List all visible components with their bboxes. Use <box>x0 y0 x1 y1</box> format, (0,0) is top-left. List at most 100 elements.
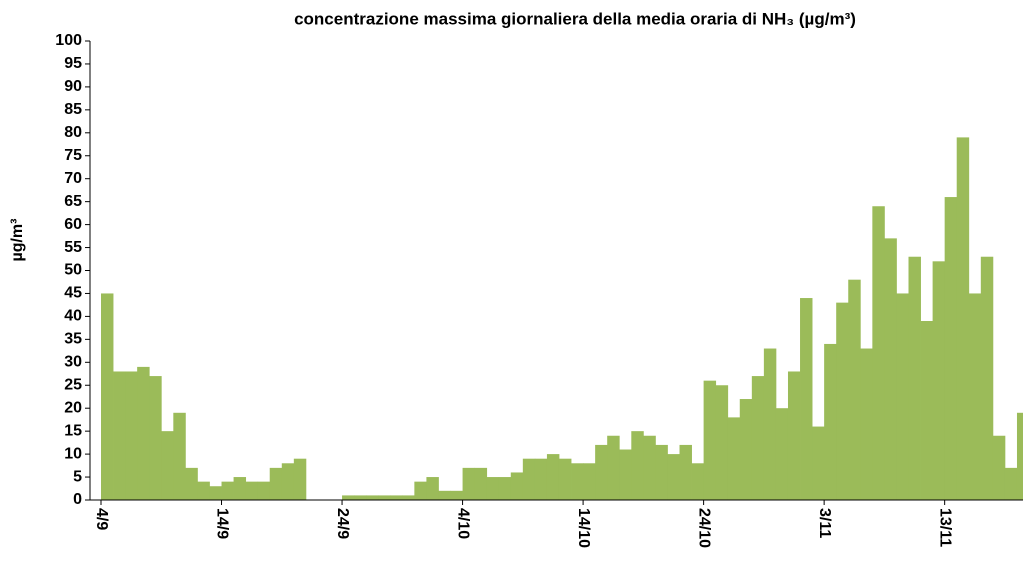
y-tick-label: 50 <box>64 262 82 279</box>
bar <box>390 495 403 500</box>
bar <box>848 279 861 500</box>
bar <box>293 458 307 500</box>
bar <box>414 481 427 500</box>
bar <box>257 481 271 500</box>
bar <box>619 449 632 500</box>
y-tick-label: 15 <box>64 422 82 439</box>
y-tick-label: 25 <box>64 376 82 393</box>
bar <box>438 490 451 500</box>
x-tick-label: 14/9 <box>213 508 230 539</box>
bar <box>402 495 415 500</box>
bar <box>787 371 801 500</box>
y-tick-label: 40 <box>64 308 82 325</box>
bar <box>450 490 463 500</box>
bar <box>462 467 476 500</box>
y-axis-label: µg/m³ <box>9 219 26 262</box>
bar <box>1004 467 1018 500</box>
x-tick-label: 24/10 <box>695 508 712 548</box>
bar <box>631 431 644 500</box>
bar <box>281 463 295 500</box>
bar <box>233 477 247 500</box>
bar <box>571 463 584 500</box>
bar <box>691 463 705 500</box>
y-tick-label: 35 <box>64 331 82 348</box>
bar <box>595 444 608 500</box>
bar <box>209 486 222 500</box>
bar <box>980 256 994 500</box>
bar <box>113 371 126 500</box>
bar <box>896 293 909 500</box>
y-tick-label: 65 <box>64 193 82 210</box>
x-tick-label: 13/11 <box>936 508 953 547</box>
bar <box>161 431 174 500</box>
y-tick-label: 45 <box>64 285 82 302</box>
bar <box>221 481 234 500</box>
bar <box>607 435 620 500</box>
bar <box>775 408 789 500</box>
bar <box>173 412 186 500</box>
bar <box>426 477 439 500</box>
bar <box>812 426 825 500</box>
bar <box>655 444 668 500</box>
bar <box>101 293 114 500</box>
bar <box>751 376 765 500</box>
bar <box>920 320 934 500</box>
bar <box>245 481 259 500</box>
bar <box>546 454 560 500</box>
bar <box>125 371 138 500</box>
bar <box>558 458 572 500</box>
bar <box>522 458 536 500</box>
bar <box>956 137 970 500</box>
bar <box>932 261 946 500</box>
y-tick-label: 20 <box>64 399 82 416</box>
bar <box>836 302 849 500</box>
bar <box>149 376 162 500</box>
y-tick-label: 60 <box>64 216 82 233</box>
y-tick-label: 70 <box>64 170 82 187</box>
x-tick-label: 4/10 <box>454 508 471 539</box>
x-tick-label: 4/9 <box>93 508 110 530</box>
bar <box>510 472 524 500</box>
bar <box>800 298 813 500</box>
bar <box>342 495 355 500</box>
bar <box>197 481 210 500</box>
bar <box>498 477 512 500</box>
bar <box>185 467 198 500</box>
bar <box>583 463 596 500</box>
bar <box>534 458 548 500</box>
y-tick-label: 30 <box>64 354 82 371</box>
y-tick-label: 10 <box>64 445 82 462</box>
bar <box>872 206 885 501</box>
bar <box>884 238 897 500</box>
x-tick-label: 3/11 <box>816 508 833 538</box>
bar <box>763 348 777 500</box>
y-tick-label: 95 <box>64 55 82 72</box>
bar <box>679 444 692 500</box>
bar <box>366 495 379 500</box>
y-tick-label: 90 <box>64 78 82 95</box>
bar <box>739 399 753 500</box>
y-tick-label: 75 <box>64 147 82 164</box>
bar <box>824 343 837 500</box>
bar <box>944 197 958 500</box>
bar <box>269 467 283 500</box>
chart-title: concentrazione massima giornaliera della… <box>294 9 856 28</box>
bar <box>643 435 656 500</box>
x-tick-label: 14/10 <box>575 508 592 548</box>
bar <box>703 380 717 500</box>
bar <box>486 477 500 500</box>
bar <box>908 256 921 500</box>
bar <box>378 495 391 500</box>
y-tick-label: 100 <box>55 32 82 49</box>
bar <box>992 435 1006 500</box>
y-tick-label: 85 <box>64 101 82 118</box>
bar <box>354 495 367 500</box>
y-tick-label: 0 <box>73 491 82 508</box>
bar <box>968 293 982 500</box>
y-tick-label: 5 <box>73 468 82 485</box>
y-tick-label: 80 <box>64 124 82 141</box>
bar <box>667 454 680 500</box>
bar <box>1016 412 1023 500</box>
y-tick-label: 55 <box>64 239 82 256</box>
